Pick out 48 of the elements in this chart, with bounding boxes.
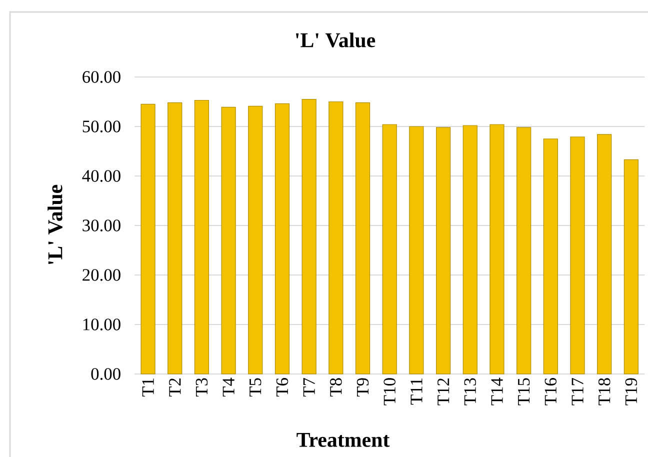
y-tick-label: 20.00 <box>82 269 120 281</box>
bar <box>168 102 182 374</box>
bar <box>355 102 370 374</box>
x-tick-label: T16 <box>544 378 557 406</box>
bar <box>248 106 263 374</box>
x-tick-label: T8 <box>330 378 342 397</box>
bar <box>194 100 210 374</box>
x-tick-label: T11 <box>410 378 422 405</box>
x-tick-label: T12 <box>438 378 450 406</box>
bar <box>140 104 156 374</box>
bar <box>221 106 236 374</box>
bar <box>570 136 585 374</box>
bar <box>274 103 290 374</box>
x-tick-label: T10 <box>384 378 396 406</box>
x-tick-label: T7 <box>303 378 315 397</box>
x-tick-label: T9 <box>356 378 369 397</box>
bar <box>624 159 638 374</box>
y-tick-label: 50.00 <box>82 120 120 132</box>
y-tick-label: 40.00 <box>82 170 120 182</box>
y-tick-label: 0.00 <box>91 368 120 380</box>
x-axis-title: Treatment <box>296 433 390 447</box>
x-tick-label: T3 <box>196 378 208 397</box>
chart-title: 'L' Value <box>296 32 376 48</box>
x-tick-label: T2 <box>169 378 181 397</box>
bar <box>436 127 451 374</box>
bar <box>328 101 344 374</box>
bar <box>302 98 316 374</box>
x-tick-label: T1 <box>142 378 154 397</box>
y-tick-label: 60.00 <box>82 71 120 83</box>
bar <box>462 125 478 374</box>
bar <box>409 126 424 374</box>
x-tick-label: T14 <box>491 378 503 406</box>
bar <box>516 127 532 374</box>
bar <box>543 138 558 374</box>
x-tick-label: T4 <box>222 378 234 397</box>
x-tick-label: T13 <box>464 378 476 406</box>
bar <box>382 124 397 374</box>
y-tick-label: 30.00 <box>82 220 120 232</box>
x-tick-label: T6 <box>276 378 288 397</box>
x-tick-label: T17 <box>572 378 584 406</box>
x-tick-label: T15 <box>518 378 530 406</box>
x-tick-label: T19 <box>625 378 638 406</box>
y-tick-label: 10.00 <box>83 318 120 330</box>
bar <box>597 134 612 374</box>
x-tick-label: T18 <box>598 378 610 406</box>
y-axis-title: 'L' Value <box>48 184 62 264</box>
x-tick-label: T5 <box>250 378 262 397</box>
bar <box>490 124 504 374</box>
